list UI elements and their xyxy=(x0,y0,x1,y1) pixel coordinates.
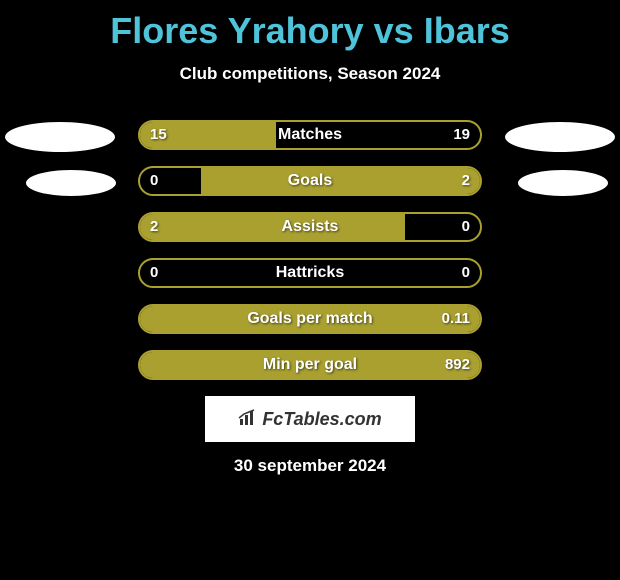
page-title: Flores Yrahory vs Ibars xyxy=(0,0,620,52)
stat-row: 15Matches19 xyxy=(138,120,482,150)
player-right-avatar-1 xyxy=(505,122,615,152)
stat-label: Goals per match xyxy=(140,306,480,332)
chart-icon xyxy=(238,409,258,430)
footer-date: 30 september 2024 xyxy=(0,456,620,476)
stat-label: Min per goal xyxy=(140,352,480,378)
stat-row: 0Goals2 xyxy=(138,166,482,196)
stat-row: 2Assists0 xyxy=(138,212,482,242)
stat-row: 0Hattricks0 xyxy=(138,258,482,288)
stat-label: Hattricks xyxy=(140,260,480,286)
stat-label: Matches xyxy=(140,122,480,148)
subtitle: Club competitions, Season 2024 xyxy=(0,64,620,84)
player-right-avatar-2 xyxy=(518,170,608,196)
stat-label: Assists xyxy=(140,214,480,240)
logo-box: FcTables.com xyxy=(205,396,415,442)
stat-value-right: 19 xyxy=(453,122,470,148)
stat-label: Goals xyxy=(140,168,480,194)
logo-text: FcTables.com xyxy=(262,409,381,430)
stat-value-right: 0 xyxy=(462,214,470,240)
player-left-avatar-1 xyxy=(5,122,115,152)
stat-value-right: 892 xyxy=(445,352,470,378)
stat-value-right: 0 xyxy=(462,260,470,286)
player-left-avatar-2 xyxy=(26,170,116,196)
stat-value-right: 0.11 xyxy=(442,306,470,332)
stat-row: Goals per match0.11 xyxy=(138,304,482,334)
stat-row: Min per goal892 xyxy=(138,350,482,380)
stat-value-right: 2 xyxy=(462,168,470,194)
